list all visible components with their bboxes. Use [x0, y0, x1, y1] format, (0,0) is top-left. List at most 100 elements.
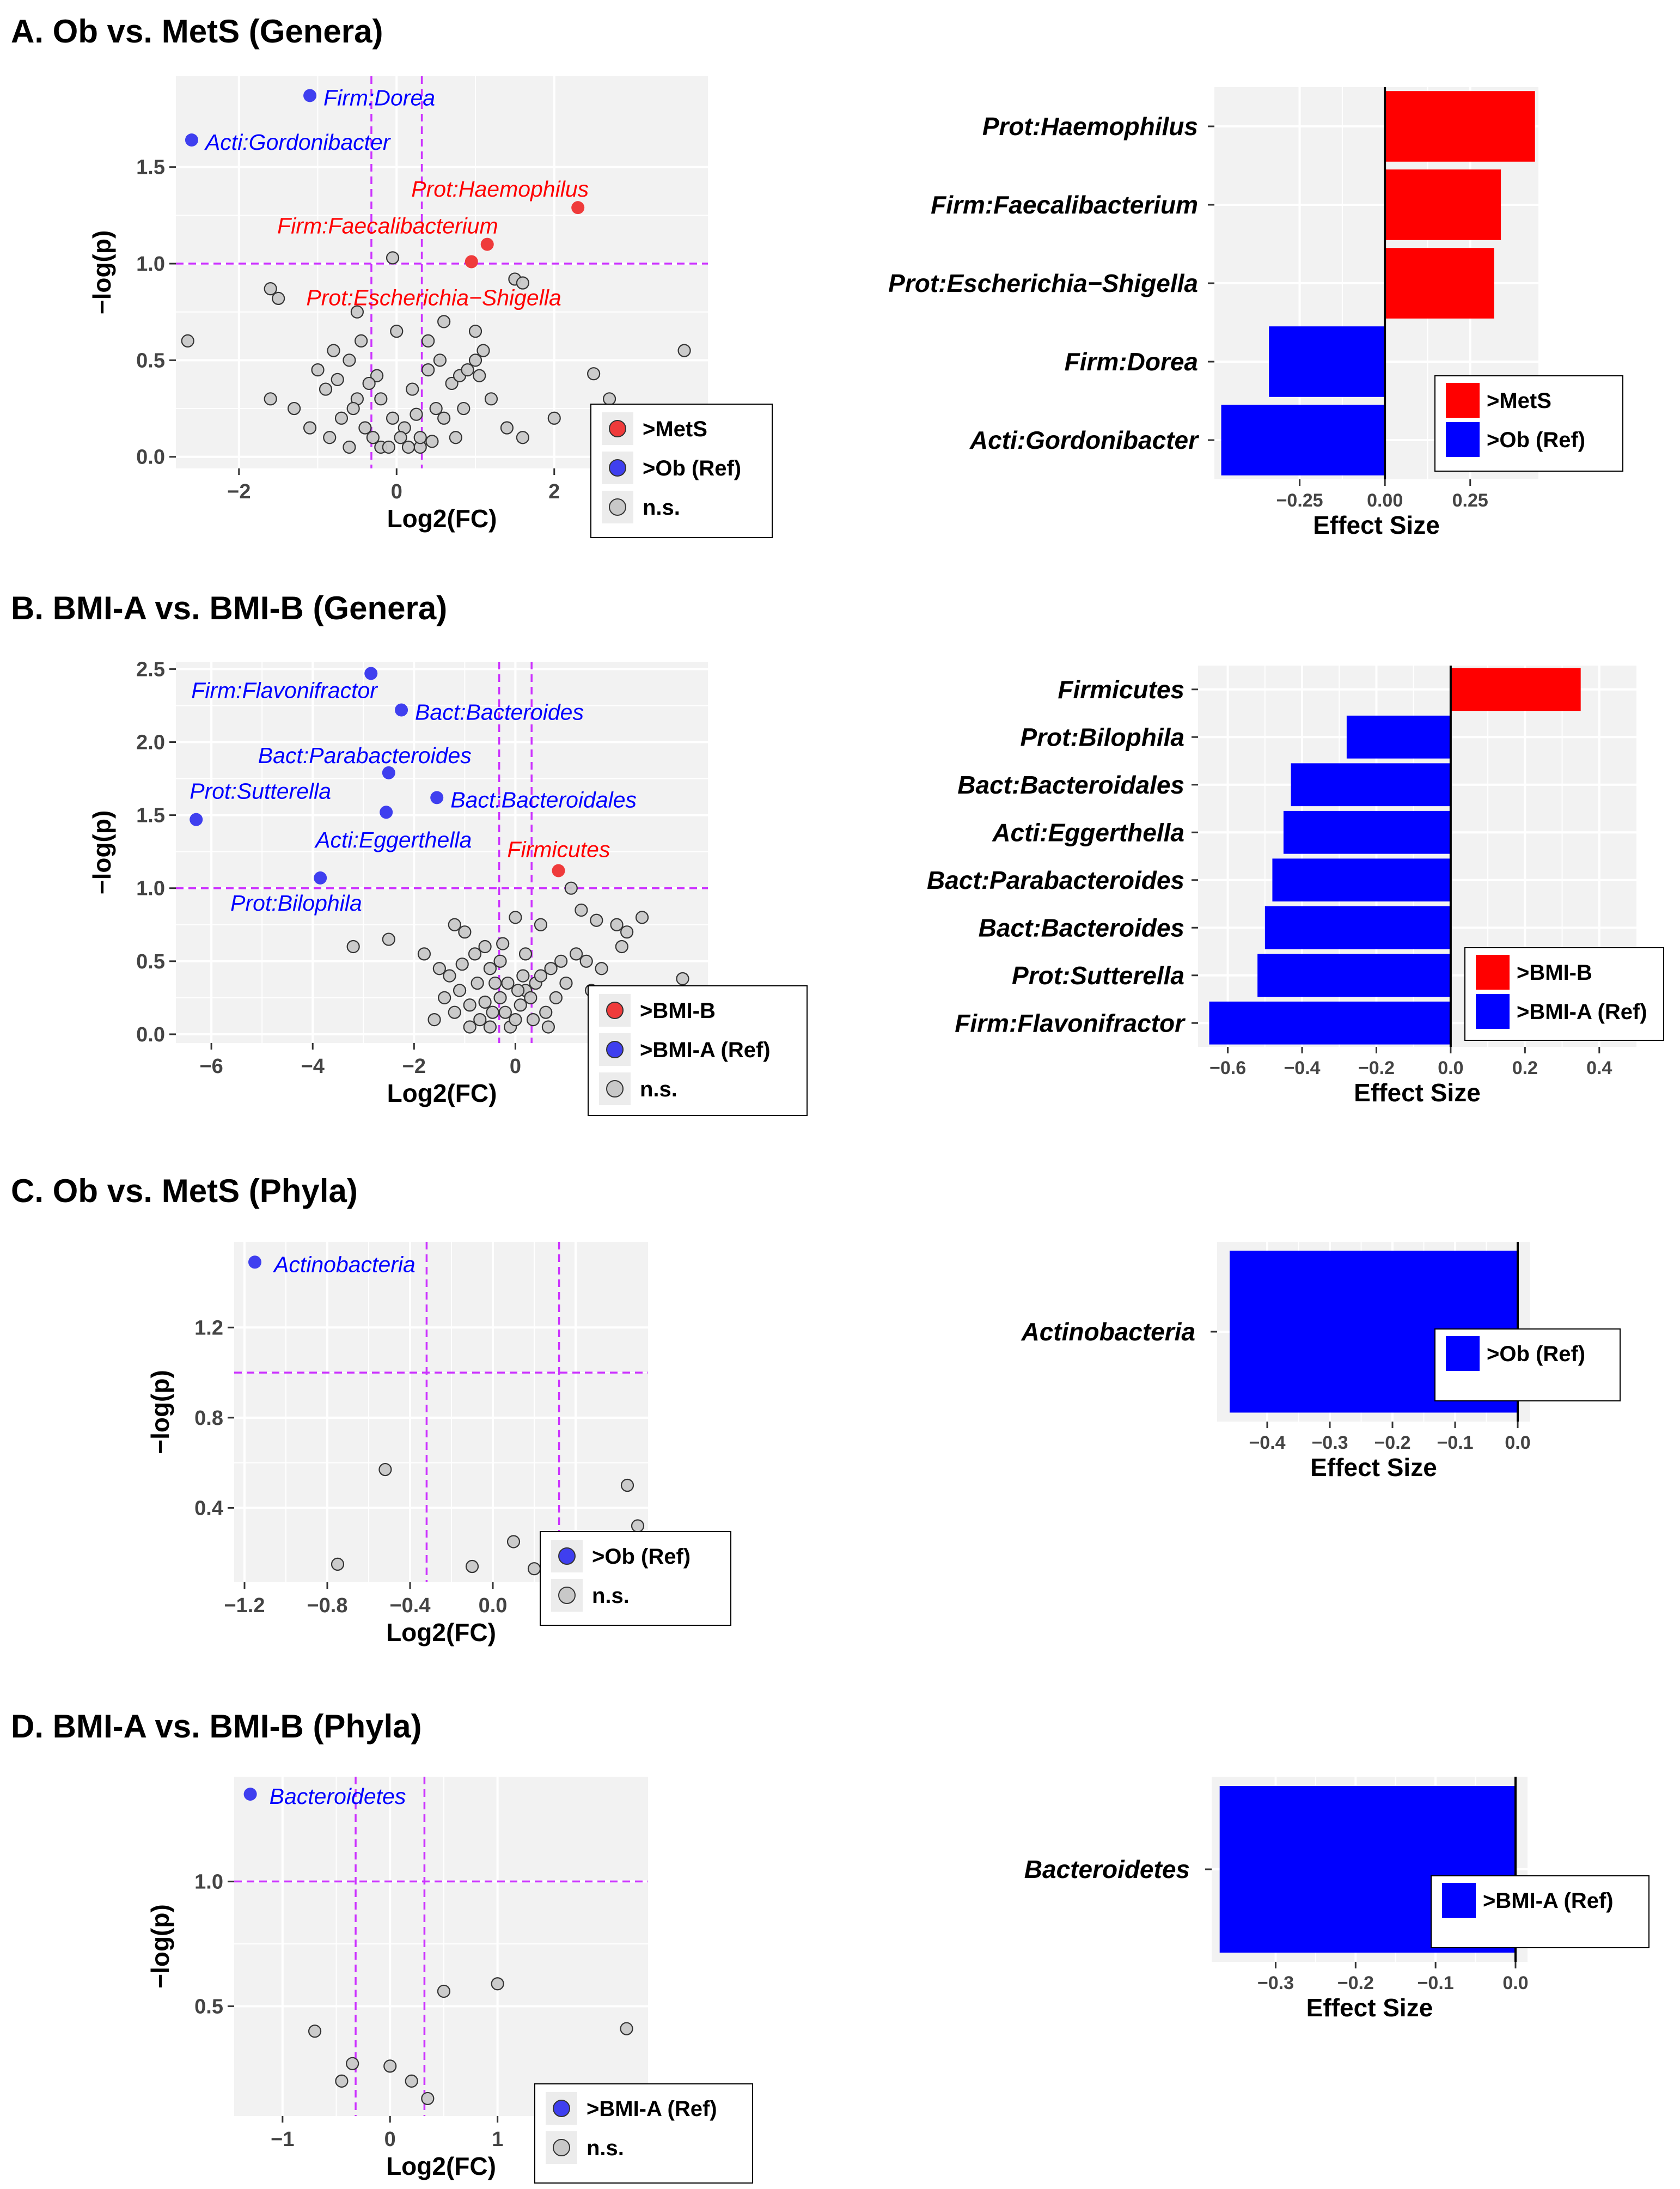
- panel-d-title: D. BMI-A vs. BMI-B (Phyla): [11, 1708, 421, 1745]
- c-effect-legend-label-ob-ref: >Ob (Ref): [1487, 1342, 1585, 1366]
- b-volcano-y-axis-title: −log(p): [88, 810, 116, 895]
- d-volcano-ns-point: [308, 2025, 322, 2038]
- b-effect-tick-label-x: 0.0: [1438, 1058, 1463, 1078]
- panel-b-title: B. BMI-A vs. BMI-B (Genera): [11, 590, 447, 626]
- a-volcano-ns-point: [394, 431, 407, 444]
- b-effect-x-axis-title: Effect Size: [1354, 1078, 1481, 1107]
- a-volcano-tick-label-x: −2: [227, 480, 251, 503]
- c-volcano-y-axis-title: −log(p): [146, 1370, 174, 1454]
- b-volcano-ns-point: [539, 1005, 553, 1019]
- a-effect-tick-label-x: 0.00: [1367, 490, 1403, 511]
- a-effect-bar-acti-gordonibacter: [1221, 405, 1385, 475]
- panel-c-effect-bars: −0.4 −0.3 −0.2 −0.1 0.0 Actinobacteria Effect …: [1021, 1242, 1621, 1481]
- a-volcano-ns-point: [437, 315, 451, 328]
- c-volcano-ns-point: [527, 1562, 541, 1576]
- a-volcano-tick-label-y: 0.5: [136, 349, 165, 372]
- a-effect-bar-label-acti-gordonibacter: Acti:Gordonibacter: [969, 426, 1199, 454]
- panel-a-effect-bars: −0.25 0.00 0.25 Prot:Haemophilus Firm:Faecal…: [888, 87, 1623, 539]
- b-volcano-ns-point: [448, 1005, 461, 1019]
- a-volcano-ns-point: [413, 431, 427, 444]
- a-volcano-point-label-prot-escherichia-shigella: Prot:Escherichia−Shigella: [306, 285, 561, 310]
- b-volcano-ns-point: [458, 925, 472, 939]
- a-volcano-ns-point: [288, 401, 301, 416]
- a-volcano-ns-point: [264, 392, 277, 406]
- b-effect-bar-label-bact-bacteroidales: Bact:Bacteroidales: [957, 771, 1184, 799]
- b-volcano-tick-label-y: 2.0: [136, 731, 165, 754]
- a-volcano-tick-label-x: 0: [391, 480, 402, 503]
- b-volcano-ns-point: [483, 1020, 497, 1034]
- d-effect-legend-key-bmi-a-ref: [1442, 1883, 1476, 1918]
- b-effect-bar-bact-parabacteroides: [1272, 858, 1451, 902]
- a-volcano-legend-label-n-s: n.s.: [643, 496, 680, 520]
- d-volcano-tick-label-x: 0: [384, 2128, 396, 2151]
- b-volcano-tick-label-y: 0.5: [136, 950, 165, 973]
- a-volcano-ns-point: [421, 334, 435, 348]
- a-volcano-ns-point: [303, 421, 317, 435]
- a-volcano-tick-label-y: 1.0: [136, 253, 165, 276]
- d-volcano-y-axis-title: −log(p): [146, 1904, 174, 1989]
- a-volcano-ns-point: [484, 392, 498, 406]
- d-volcano-ns-point: [335, 2074, 349, 2088]
- c-volcano-legend-label-n-s: n.s.: [592, 1584, 630, 1608]
- c-volcano-plot-background: [234, 1242, 648, 1582]
- b-effect-bar-prot-sutterella: [1257, 954, 1451, 997]
- b-effect-bar-bact-bacteroidales: [1291, 763, 1451, 807]
- b-volcano-ns-point: [590, 913, 603, 927]
- b-volcano-ns-point: [455, 958, 469, 971]
- panel-c-volcano-plot: −1.2−0.8−0.40.00.40.40.81.2Actinobacteri…: [146, 1242, 731, 1647]
- b-volcano-point-label-acti-eggerthella: Acti:Eggerthella: [314, 827, 472, 852]
- a-effect-legend-label-ob-ref: >Ob (Ref): [1487, 428, 1585, 452]
- b-volcano-point-prot-bilophila: [314, 871, 327, 885]
- c-volcano-tick-label-y: 0.4: [194, 1497, 223, 1520]
- panel-b-volcano-plot: −6 −4 −2 0 0.0 0.5 1.0 1.5 2.0 2.5 Firm:Flavonifra…: [88, 658, 808, 1116]
- b-volcano-legend-label-n-s: n.s.: [640, 1077, 677, 1101]
- a-volcano-ns-point: [350, 305, 364, 319]
- c-volcano-ns-point: [331, 1557, 345, 1571]
- a-volcano-ns-point: [327, 344, 340, 357]
- d-effect-legend-label-bmi-a-ref: >BMI-A (Ref): [1483, 1889, 1614, 1913]
- b-volcano-ns-point: [432, 962, 446, 975]
- b-effect-bar-label-prot-bilophila: Prot:Bilophila: [1020, 723, 1184, 751]
- b-volcano-ns-point: [534, 969, 548, 983]
- a-volcano-point-firm-faecalibacterium: [480, 237, 494, 251]
- d-effect-tick-label-x: 0.0: [1502, 1973, 1528, 1993]
- b-volcano-point-prot-sutterella: [190, 813, 203, 826]
- a-effect-bar-label-firm-faecalibacterium: Firm:Faecalibacterium: [931, 191, 1198, 219]
- b-volcano-ns-point: [549, 991, 563, 1004]
- b-volcano-ns-point: [473, 1013, 487, 1027]
- c-volcano-ns-point: [465, 1559, 479, 1574]
- d-volcano-x-axis-title: Log2(FC): [386, 2152, 496, 2180]
- b-volcano-point-label-prot-bilophila: Prot:Bilophila: [230, 891, 362, 916]
- b-effect-legend-label-bmi-b: >BMI-B: [1517, 961, 1592, 985]
- a-volcano-ns-point: [401, 440, 416, 454]
- d-volcano-ns-point: [346, 2057, 359, 2070]
- a-volcano-ns-point: [319, 382, 333, 396]
- c-volcano-tick-label-x: −0.8: [307, 1594, 347, 1617]
- b-volcano-ns-point: [448, 918, 461, 931]
- d-volcano-ns-point: [437, 1984, 451, 1998]
- a-volcano-ns-point: [677, 344, 691, 357]
- panel-d-effect-bars: −0.3 −0.2 −0.1 0.0 Bacteroidetes Effect Size >…: [1024, 1777, 1650, 2022]
- c-volcano-ns-point: [378, 1462, 392, 1477]
- a-volcano-ns-point: [311, 363, 325, 377]
- a-volcano-ns-point: [264, 282, 277, 296]
- b-volcano-point-bact-parabacteroides: [382, 766, 395, 779]
- b-volcano-point-firm-flavonifractor: [364, 667, 378, 680]
- b-volcano-ns-point: [486, 1005, 499, 1019]
- d-volcano-tick-label-y: 1.0: [194, 1870, 223, 1893]
- a-volcano-ns-point: [370, 369, 384, 382]
- a-volcano-tick-label-y: 0.0: [136, 446, 165, 469]
- a-volcano-ns-point: [382, 440, 395, 454]
- b-volcano-tick-label-x: −4: [301, 1055, 325, 1078]
- b-volcano-ns-point: [516, 969, 530, 983]
- b-volcano-ns-point: [438, 991, 451, 1004]
- d-effect-tick-label-x: −0.1: [1418, 1973, 1454, 1993]
- a-volcano-ns-point: [343, 440, 356, 454]
- b-volcano-ns-point: [478, 995, 492, 1009]
- a-volcano-point-label-acti-gordonibacter: Acti:Gordonibacter: [204, 130, 392, 155]
- b-volcano-ns-point: [541, 1020, 555, 1034]
- a-volcano-ns-point: [476, 344, 490, 357]
- a-effect-legend-key-ob-ref: [1446, 422, 1480, 457]
- b-volcano-legend-label-bmi-a-ref: >BMI-A (Ref): [640, 1038, 771, 1062]
